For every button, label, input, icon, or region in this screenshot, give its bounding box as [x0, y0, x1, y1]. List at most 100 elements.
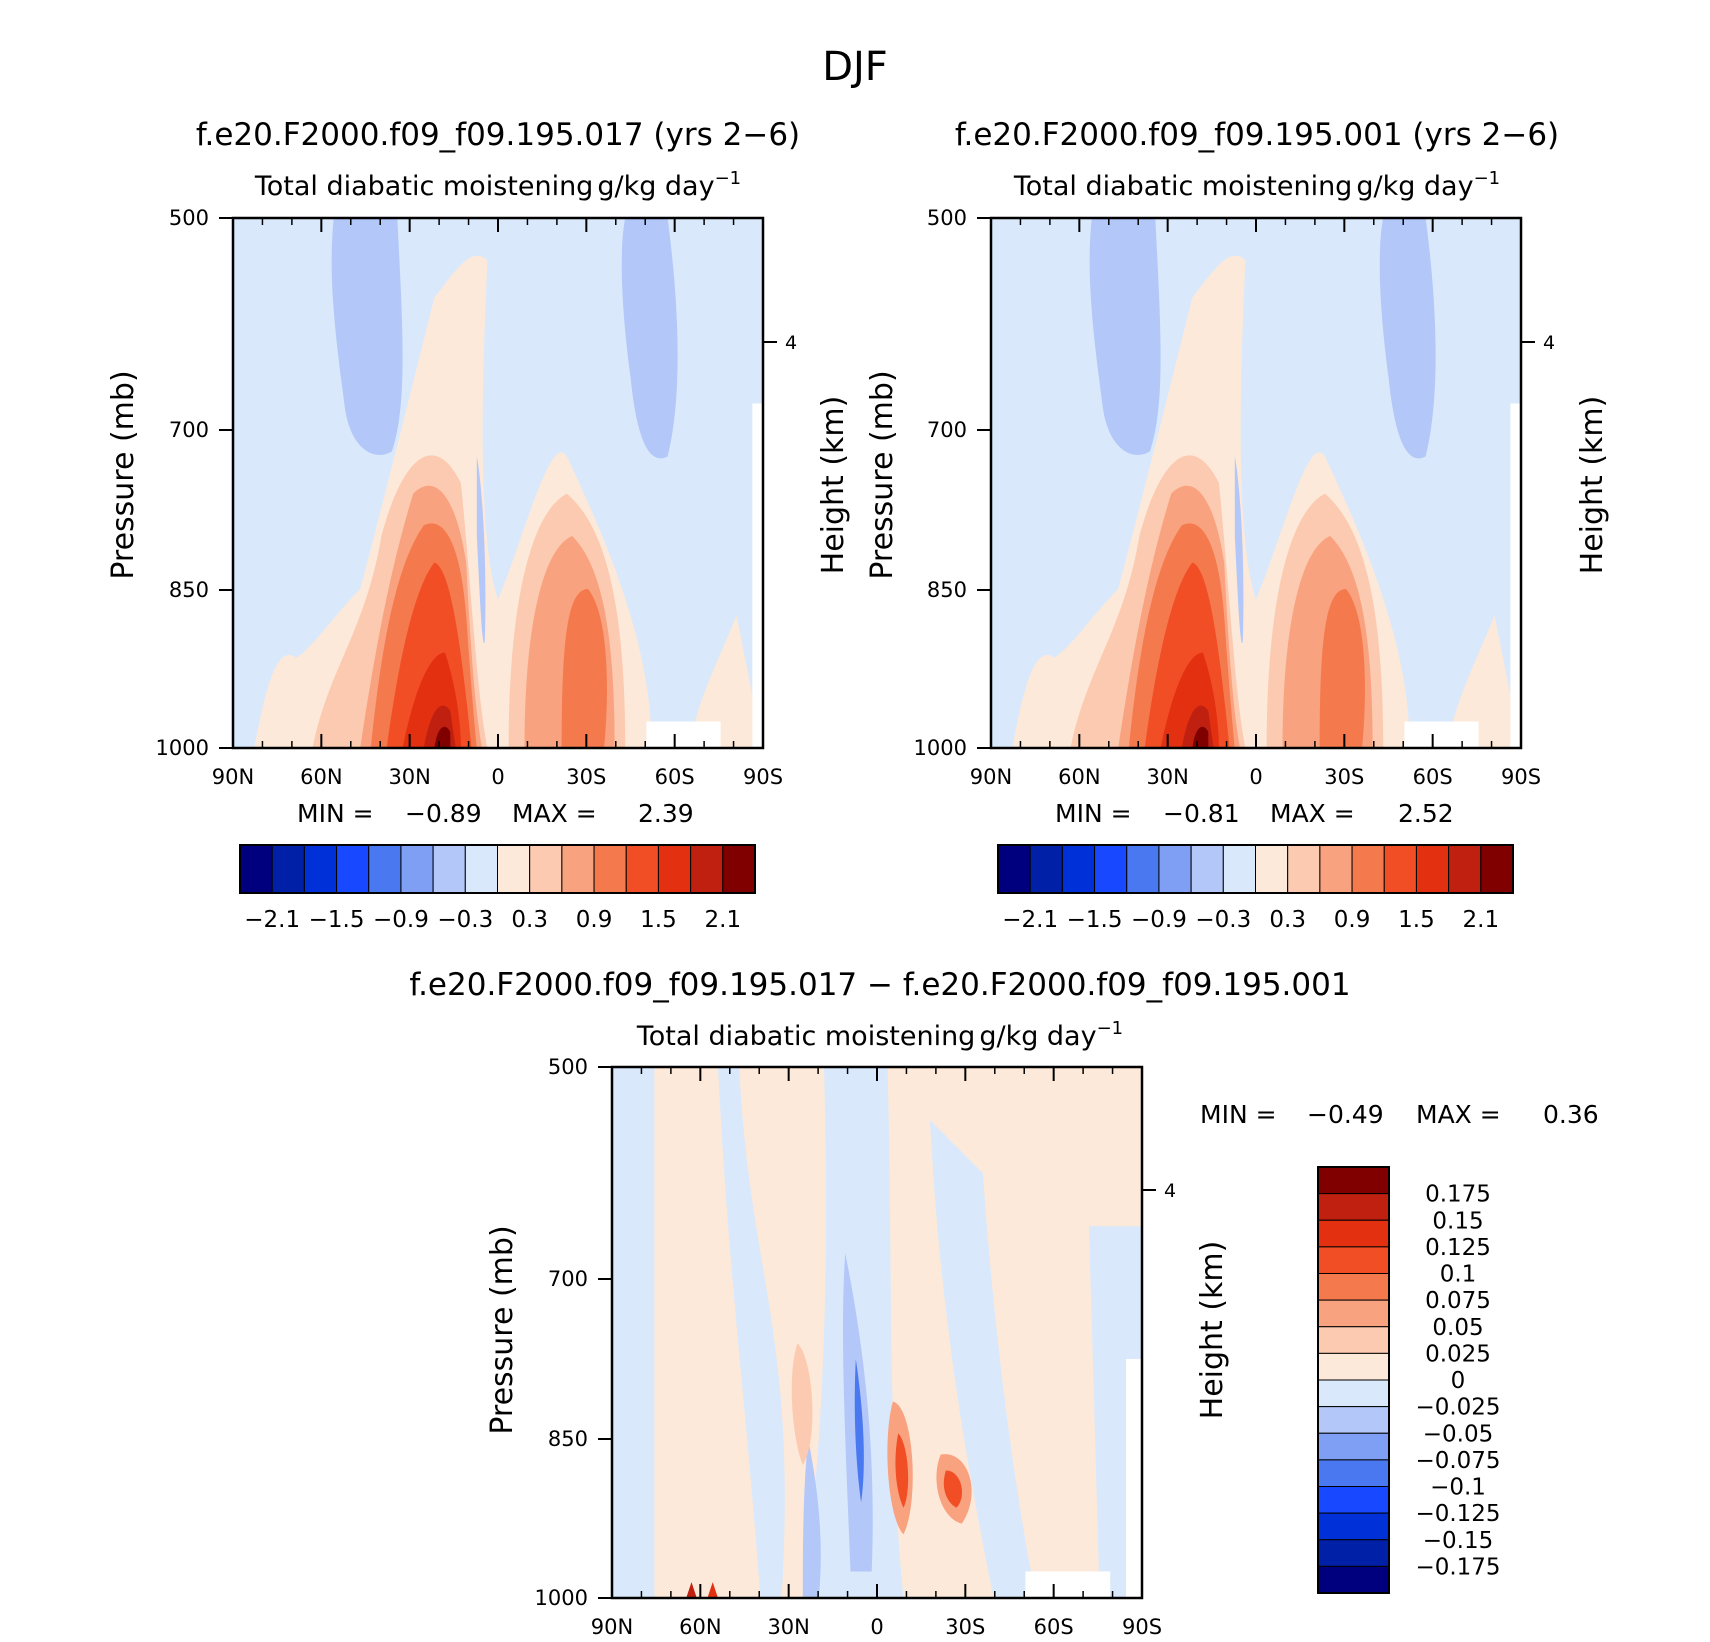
p2-cbar-label: 0.3 [1269, 907, 1306, 933]
p3-cbar-label: −0.15 [1423, 1528, 1493, 1554]
p1-cbar-label: −2.1 [244, 907, 300, 933]
p2-cbar-box [1094, 844, 1128, 894]
p2-cbar-label: 1.5 [1398, 907, 1435, 933]
panel-1-min-label: MIN = [297, 799, 374, 828]
p3-y2tick-label: 4 [1164, 1180, 1176, 1202]
panel-3-min-label: MIN = [1200, 1100, 1277, 1129]
p3-ytick-label: 700 [548, 1267, 588, 1291]
p3-cbar-label: 0.1 [1440, 1262, 1477, 1288]
neg-column-nh [1089, 218, 1161, 455]
p3-cbar-box [1317, 1352, 1390, 1381]
figure-title: DJF [822, 44, 888, 90]
p2-xtick-label: 60N [1058, 765, 1100, 789]
panel-3-y2label: Height (km) [1195, 1241, 1230, 1420]
panel-3-ylabel: Pressure (mb) [485, 1225, 520, 1434]
p2-cbar-box [997, 844, 1031, 894]
p3-xtick-label: 90N [591, 1615, 633, 1639]
p3-cbar-box [1317, 1166, 1390, 1195]
p3-ytick-label: 1000 [535, 1586, 588, 1610]
p1-xtick-label: 90N [212, 765, 254, 789]
p2-cbar-box [1383, 844, 1417, 894]
p1-cbar-label: 1.5 [640, 907, 677, 933]
p3-cbar-box [1317, 1459, 1390, 1487]
p1-xtick-label: 60S [655, 765, 695, 789]
p2-cbar-box [1480, 844, 1514, 894]
p3-cbar-box [1317, 1246, 1390, 1274]
neg-core [854, 1359, 864, 1503]
panel-1: f.e20.F2000.f09_f09.195.017 (yrs 2−6) To… [106, 117, 851, 933]
missing-data [646, 721, 721, 748]
p3-cbar-frame [1317, 1166, 1390, 1594]
p3-cbar-label: 0 [1451, 1368, 1466, 1394]
panel-3-max-value: 0.36 [1543, 1100, 1599, 1129]
p1-cbar-box [239, 844, 273, 894]
p2-xtick-label: 30S [1324, 765, 1364, 789]
panel-3-unit: g/kg day [979, 1021, 1096, 1052]
p2-cbar-box [1255, 844, 1289, 894]
p2-cbar-box [1319, 844, 1353, 894]
p3-cbar-label: 0.05 [1432, 1315, 1483, 1341]
p3-xtick-label: 90S [1122, 1615, 1162, 1639]
p1-cbar-box [400, 844, 434, 894]
p3-cbar-label: 0.15 [1432, 1208, 1483, 1234]
p2-cbar-box [1415, 844, 1450, 894]
p2-xtick-label: 90N [970, 765, 1012, 789]
p1-cbar-label: 0.3 [511, 907, 548, 933]
panel-2-subtitle: Total diabatic moistening g/kg day−1 [1013, 168, 1500, 202]
p1-xtick-label: 0 [491, 765, 504, 789]
p2-cbar-label: −0.3 [1195, 907, 1251, 933]
p2-cbar-label: −0.9 [1131, 907, 1187, 933]
p2-ytick-label: 1000 [914, 736, 967, 760]
p2-ytick-label: 700 [927, 418, 967, 442]
panel-1-max-value: 2.39 [638, 799, 694, 828]
p3-cbar-label: 0.025 [1425, 1341, 1491, 1367]
p3-xtick-label: 60N [679, 1615, 721, 1639]
panel-1-title: f.e20.F2000.f09_f09.195.017 (yrs 2−6) [196, 117, 800, 153]
pos-spot-2 [707, 1582, 718, 1598]
p2-cbar-box [1190, 844, 1224, 894]
neg-column-sh [621, 218, 678, 459]
panel-1-subtitle-text: Total diabatic moistening [254, 171, 593, 202]
panel-2-unit: g/kg day [1356, 171, 1473, 202]
p3-cbar-label: −0.175 [1415, 1554, 1500, 1580]
p3-ytick-label: 500 [548, 1055, 588, 1079]
p3-xtick-label: 60S [1034, 1615, 1074, 1639]
p1-ytick-label: 500 [169, 206, 209, 230]
p1-cbar-box [303, 844, 338, 894]
p2-cbar-box [1351, 844, 1385, 894]
panel-3-min-value: −0.49 [1307, 1100, 1384, 1129]
p3-xtick-label: 30S [945, 1615, 985, 1639]
p1-cbar-label: −0.9 [373, 907, 429, 933]
panel-3-max-label: MAX = [1416, 1100, 1501, 1129]
p1-cbar-box [271, 844, 305, 894]
panel-3-unit-exp: −1 [1097, 1018, 1124, 1039]
neg-equator [1234, 456, 1244, 644]
pos-sh-edge [688, 615, 753, 748]
pos-sh-12 [1319, 589, 1365, 748]
p1-cbar-frame [239, 844, 756, 894]
neg-column-sh [1379, 218, 1436, 459]
panel-3-subtitle-text: Total diabatic moistening [636, 1021, 975, 1052]
p2-cbar-box [1061, 844, 1096, 894]
panel-2: f.e20.F2000.f09_f09.195.001 (yrs 2−6) To… [865, 117, 1610, 933]
p1-ytick-label: 1000 [156, 736, 209, 760]
panel-3-title: f.e20.F2000.f09_f09.195.017 − f.e20.F200… [409, 967, 1350, 1003]
neg-band-2 [930, 1120, 1036, 1598]
p3-field [612, 1067, 1142, 1598]
p2-cbar-box [1029, 844, 1063, 894]
panel-3-colorbar: 0.1750.150.1250.10.0750.050.0250−0.025−0… [1317, 1166, 1501, 1594]
pos-eq-2 [895, 1433, 909, 1508]
neg-band-pole [612, 1067, 655, 1598]
p3-ytick-label: 850 [548, 1427, 588, 1451]
p2-xtick-label: 30N [1146, 765, 1188, 789]
p3-cbar-box [1317, 1565, 1390, 1594]
p1-ytick-label: 700 [169, 418, 209, 442]
p3-xtick-label: 30N [767, 1615, 809, 1639]
pos-sh-2 [943, 1470, 963, 1508]
p1-cbar-label: 0.9 [576, 907, 613, 933]
panel-2-colorbar: −2.1 −1.5 −0.9 −0.3 0.3 0.9 1.5 2.1 [997, 844, 1514, 933]
panel-1-unit-exp: −1 [715, 168, 742, 189]
p1-cbar-box [690, 844, 724, 894]
missing-data-edge [1510, 403, 1521, 748]
